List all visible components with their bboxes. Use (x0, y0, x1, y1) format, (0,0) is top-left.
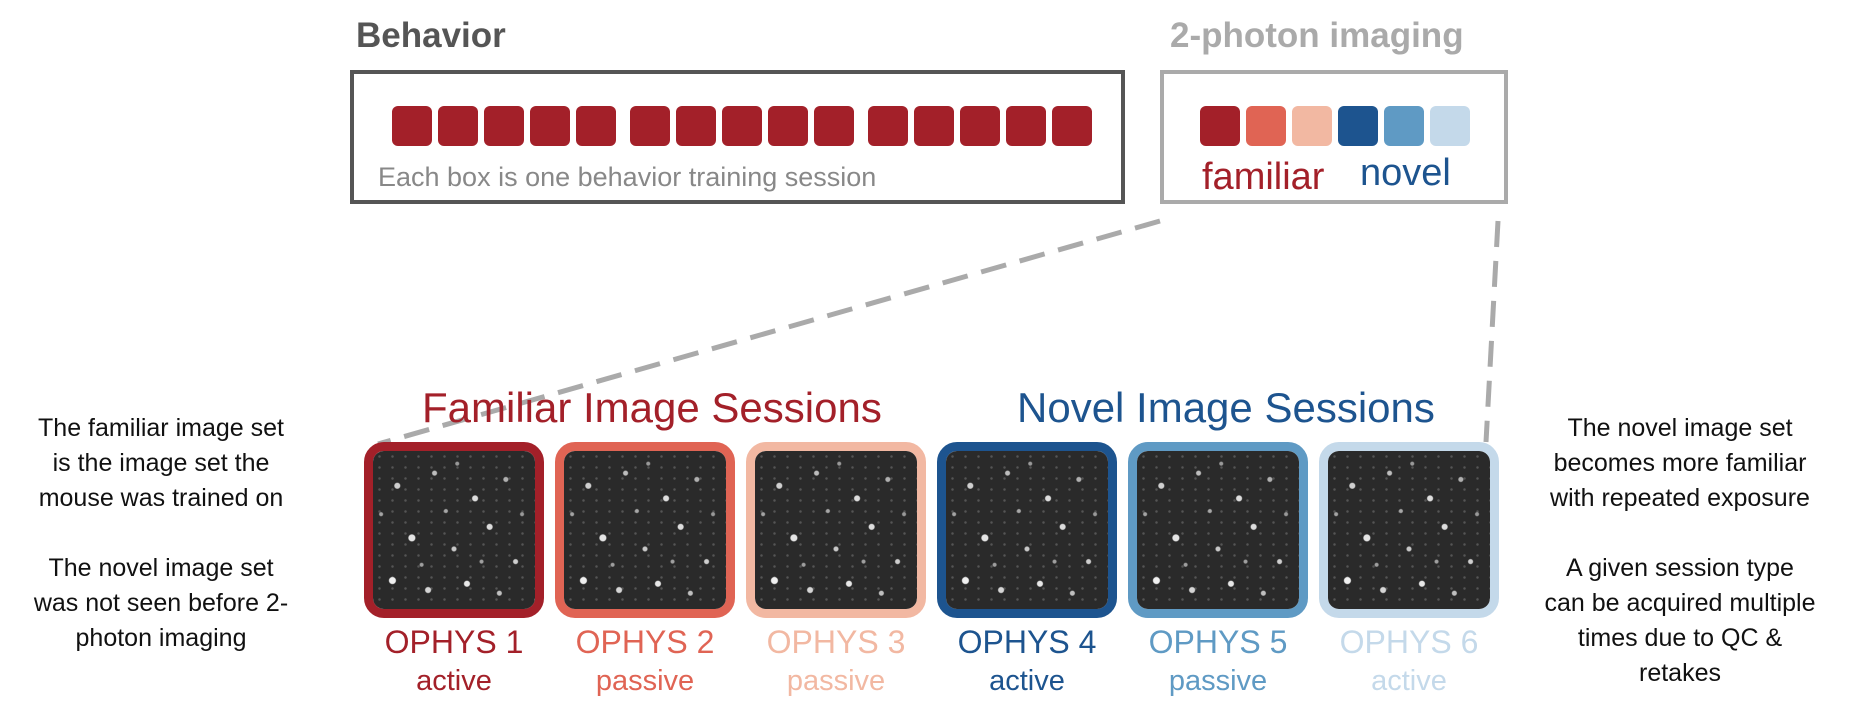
behavior-session-square (868, 106, 908, 146)
novel-legend-label: novel (1360, 152, 1451, 194)
session-name: OPHYS 6 (1339, 624, 1479, 660)
session-ophys-1: OPHYS 1 active (364, 442, 544, 698)
behavior-caption: Each box is one behavior training sessio… (378, 162, 877, 192)
session-ophys-6: OPHYS 6 active (1319, 442, 1499, 698)
imaging-session-square (1292, 106, 1332, 146)
session-frame (1128, 442, 1308, 618)
behavior-session-square (1006, 106, 1046, 146)
two-photon-image (373, 451, 535, 609)
familiar-legend-label: familiar (1202, 156, 1325, 198)
session-mode: active (416, 665, 492, 697)
behavior-session-square (914, 106, 954, 146)
session-ophys-2: OPHYS 2 passive (555, 442, 735, 698)
behavior-session-square (960, 106, 1000, 146)
behavior-session-square (530, 106, 570, 146)
session-mode: active (1371, 665, 1447, 697)
session-mode: active (989, 665, 1065, 697)
novel-set-note: The novel image set was not seen before … (33, 554, 289, 652)
session-mode: passive (595, 665, 695, 697)
session-ophys-3: OPHYS 3 passive (746, 442, 926, 698)
two-photon-image (564, 451, 726, 609)
familiar-set-note: The familiar image set is the image set … (38, 414, 284, 512)
behavior-session-square (676, 106, 716, 146)
familiar-sessions-title: Familiar Image Sessions (422, 384, 882, 431)
imaging-session-square (1246, 106, 1286, 146)
behavior-session-square (1052, 106, 1092, 146)
session-frame (555, 442, 735, 618)
behavior-session-square (630, 106, 670, 146)
two-photon-image (1137, 451, 1299, 609)
imaging-sessions-box: familiar novel (1160, 70, 1508, 204)
behavior-session-square (484, 106, 524, 146)
connector-line-right (1483, 220, 1501, 443)
behavior-sessions-box: Each box is one behavior training sessio… (350, 70, 1125, 204)
behavior-session-square (768, 106, 808, 146)
session-ophys-5: OPHYS 5 passive (1128, 442, 1308, 698)
imaging-session-square (1430, 106, 1470, 146)
session-ophys-4: OPHYS 4 active (937, 442, 1117, 698)
session-name: OPHYS 1 (384, 624, 524, 660)
session-name: OPHYS 5 (1148, 624, 1288, 660)
behavior-session-square (814, 106, 854, 146)
connector-line-left (377, 218, 1161, 447)
two-photon-image (1328, 451, 1490, 609)
session-name: OPHYS 4 (957, 624, 1097, 660)
session-frame (746, 442, 926, 618)
session-name: OPHYS 3 (766, 624, 906, 660)
behavior-title: Behavior (356, 16, 506, 55)
session-name: OPHYS 2 (575, 624, 715, 660)
imaging-session-square (1338, 106, 1378, 146)
behavior-session-square (392, 106, 432, 146)
imaging-session-square (1384, 106, 1424, 146)
behavior-session-square (438, 106, 478, 146)
exposure-note: The novel image set becomes more familia… (1550, 414, 1810, 512)
retakes-note: A given session type can be acquired mul… (1544, 554, 1816, 687)
novel-sessions-title: Novel Image Sessions (1017, 384, 1435, 431)
behavior-session-square (576, 106, 616, 146)
imaging-session-square (1200, 106, 1240, 146)
imaging-title: 2-photon imaging (1170, 16, 1464, 55)
two-photon-image (946, 451, 1108, 609)
session-frame (937, 442, 1117, 618)
two-photon-image (755, 451, 917, 609)
session-mode: passive (786, 665, 886, 697)
session-frame (1319, 442, 1499, 618)
session-mode: passive (1168, 665, 1268, 697)
behavior-session-square (722, 106, 762, 146)
session-frame (364, 442, 544, 618)
